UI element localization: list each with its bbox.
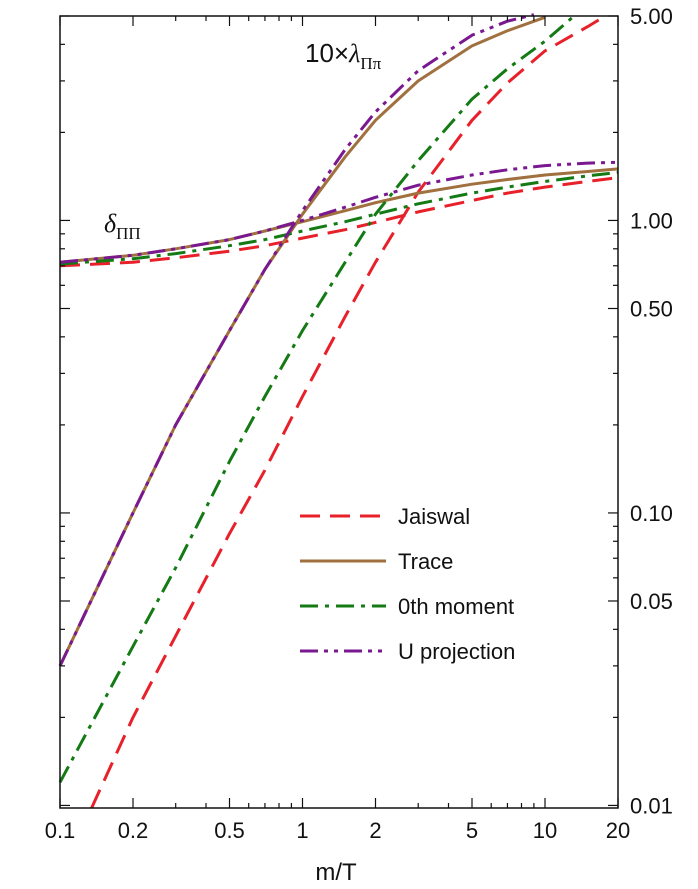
- legend-label-1: Trace: [398, 549, 453, 574]
- series-line-3-delta: [59, 160, 619, 264]
- series-line-2-lambda: [58, 16, 574, 784]
- x-tick-label-1: 0.2: [118, 818, 149, 843]
- annotation-lambda-symbol: λ: [348, 39, 360, 68]
- x-tick-label-3: 1: [296, 818, 308, 843]
- x-tick-label-0: 0.1: [45, 818, 76, 843]
- x-tick-label-6: 10: [533, 818, 557, 843]
- annotation-lambda: 10×λΠπ: [305, 38, 382, 73]
- y-tick-label-0: 0.01: [630, 793, 673, 818]
- y-tick-label-3: 0.50: [630, 296, 673, 321]
- annotation-lambda-subscript: Ππ: [360, 54, 381, 73]
- series-line-1-lambda: [58, 15, 546, 667]
- annotation-delta-symbol: δ: [104, 209, 117, 238]
- series-layer: [58, 13, 619, 809]
- y-tick-label-1: 0.05: [630, 589, 673, 614]
- series-line-0-delta: [59, 176, 619, 268]
- legend-label-2: 0th moment: [398, 594, 514, 619]
- annotation-lambda-prefix: 10×: [305, 38, 349, 68]
- x-tick-label-7: 20: [606, 818, 630, 843]
- y-tick-label-5: 5.00: [630, 4, 673, 29]
- series-line-0-lambda: [90, 17, 602, 809]
- x-tick-label-2: 0.5: [214, 818, 245, 843]
- legend: Jaiswal Trace 0th moment U projection: [300, 504, 515, 664]
- legend-label-0: Jaiswal: [398, 504, 470, 529]
- y-axis-ticks: 0.01 0.05 0.10 0.50 1.00 5.00: [60, 4, 673, 818]
- y-tick-label-4: 1.00: [630, 208, 673, 233]
- x-tick-label-5: 5: [466, 818, 478, 843]
- annotation-delta-subscript: ΠΠ: [116, 224, 141, 243]
- legend-label-3: U projection: [398, 639, 515, 664]
- annotation-delta: δΠΠ: [104, 209, 141, 243]
- x-axis-title: m/T: [315, 859, 357, 886]
- series-line-2-delta: [59, 170, 619, 266]
- plot-frame: [59, 15, 619, 809]
- x-tick-label-4: 2: [369, 818, 381, 843]
- x-axis-ticks: 0.1 0.2 0.5 1 2 5 10 20: [45, 16, 630, 843]
- y-tick-label-2: 0.10: [630, 501, 673, 526]
- series-line-3-lambda: [58, 13, 535, 667]
